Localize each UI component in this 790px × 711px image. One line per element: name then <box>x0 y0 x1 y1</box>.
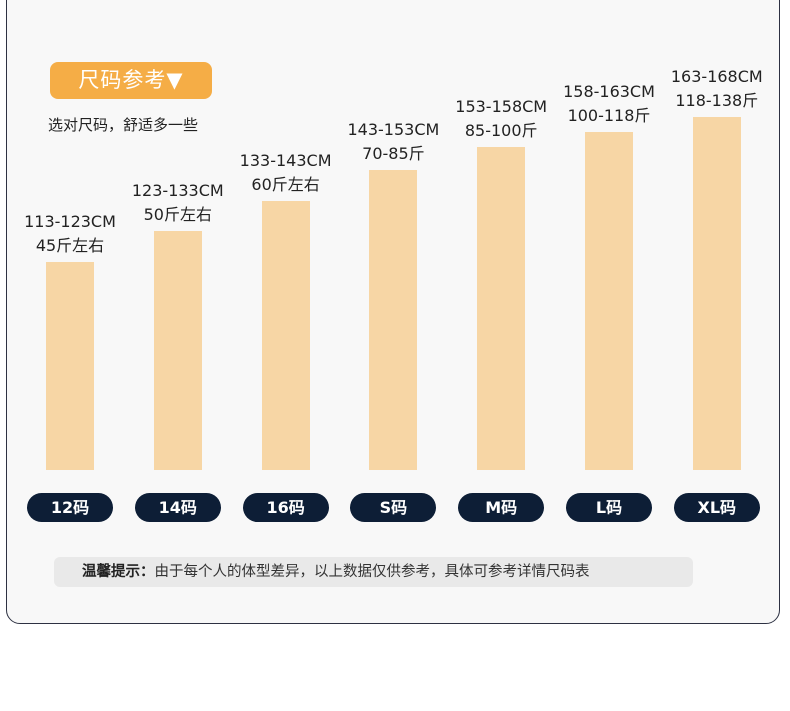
size-bar <box>46 261 94 470</box>
height-range-label: 133-143CM <box>239 150 332 170</box>
weight-range-label: 85-100斤 <box>464 121 538 141</box>
height-range-label: 143-153CM <box>347 120 440 140</box>
size-category-label: XL码 <box>673 493 760 522</box>
height-range-label: 123-133CM <box>131 181 224 201</box>
weight-range-label: 118-138斤 <box>675 90 759 110</box>
size-bar <box>692 116 741 470</box>
size-category-label: 12码 <box>27 493 113 522</box>
size-category-label: 14码 <box>134 493 221 522</box>
tip-text: 由于每个人的体型差异，以上数据仅供参考，具体可参考详情尺码表 <box>154 564 590 580</box>
subtitle: 选对尺码，舒适多一些 <box>48 116 199 134</box>
size-bar <box>369 170 418 470</box>
height-range-label: 158-163CM <box>563 81 655 101</box>
tip-banner: 温馨提示：由于每个人的体型差异，以上数据仅供参考，具体可参考详情尺码表 <box>54 557 693 587</box>
size-category-label: L码 <box>566 493 652 522</box>
size-bar <box>585 131 633 470</box>
size-bar <box>477 147 526 470</box>
weight-range-label: 60斤左右 <box>251 174 320 194</box>
weight-range-label: 100-118斤 <box>567 105 651 125</box>
size-category-label: 16码 <box>242 493 329 522</box>
size-bar <box>261 200 310 470</box>
weight-range-label: 45斤左右 <box>35 235 105 255</box>
size-category-label: M码 <box>458 493 545 522</box>
height-range-label: 113-123CM <box>24 211 116 231</box>
weight-range-label: 70-85斤 <box>362 144 425 164</box>
height-range-label: 153-158CM <box>455 97 548 117</box>
size-category-label: S码 <box>350 493 437 522</box>
size-bar <box>153 231 202 470</box>
size-reference-title: 尺码参考▼ <box>50 62 212 99</box>
height-range-label: 163-168CM <box>670 66 763 86</box>
tip-label: 温馨提示： <box>82 564 155 580</box>
weight-range-label: 50斤左右 <box>143 205 212 225</box>
